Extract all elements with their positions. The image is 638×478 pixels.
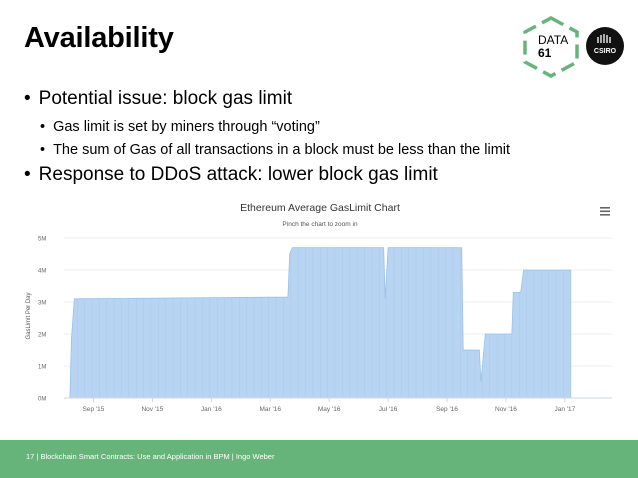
csiro-logo-icon: CSIRO (586, 27, 624, 65)
y-tick-label: 3M (38, 301, 46, 307)
x-tick-label: May '16 (318, 406, 341, 413)
bullet-text: Response to DDoS attack: lower block gas… (38, 164, 438, 185)
bullet-dot: • (24, 164, 31, 185)
footer-text: 17 | Blockchain Smart Contracts: Use and… (26, 452, 275, 461)
x-tick-label: Jul '16 (379, 406, 398, 413)
x-tick-label: Sep '16 (436, 406, 458, 413)
y-tick-label: 2M (38, 333, 46, 339)
bullet-text: The sum of Gas of all transactions in a … (53, 142, 511, 158)
bullet-item: • Potential issue: block gas limit (24, 88, 292, 110)
x-tick-label: Sep '15 (83, 406, 105, 413)
x-tick-label: Mar '16 (259, 406, 281, 413)
data61-logo-icon: DATA 61 (523, 16, 579, 78)
bullet-item: • Response to DDoS attack: lower block ga… (24, 164, 438, 186)
hamburger-menu-icon[interactable] (600, 207, 610, 216)
bullet-text: Potential issue: block gas limit (38, 88, 293, 109)
slide-title: Availability (24, 22, 174, 54)
chart-title: Ethereum Average GasLimit Chart (240, 202, 400, 214)
gaslimit-chart[interactable]: Ethereum Average GasLimit Chart Pinch th… (20, 196, 620, 436)
bullet-dot: • (40, 119, 46, 135)
bullet-dot: • (24, 88, 31, 109)
x-tick-label: Jan '17 (554, 406, 575, 413)
bullet-item: • The sum of Gas of all transactions in a… (40, 142, 510, 158)
csiro-logo-text: CSIRO (594, 48, 617, 55)
y-tick-label: 0M (38, 397, 46, 403)
footer-bar: 17 | Blockchain Smart Contracts: Use and… (0, 440, 638, 478)
x-tick-label: Nov '15 (141, 406, 163, 413)
y-tick-label: 5M (38, 237, 46, 243)
bullet-text: Gas limit is set by miners through “voti… (53, 119, 320, 135)
bullet-item: • Gas limit is set by miners through “vot… (40, 119, 320, 135)
data61-logo-text: DATA (538, 33, 568, 47)
data61-logo-number: 61 (538, 46, 552, 60)
y-tick-label: 4M (38, 269, 46, 275)
chart-subtitle: Pinch the chart to zoom in (282, 221, 358, 228)
x-tick-label: Nov '16 (495, 406, 517, 413)
y-tick-label: 1M (38, 365, 46, 371)
y-axis-label: GasLimit Per Day (26, 292, 32, 339)
bullet-dot: • (40, 142, 46, 158)
x-tick-label: Jan '16 (201, 406, 222, 413)
